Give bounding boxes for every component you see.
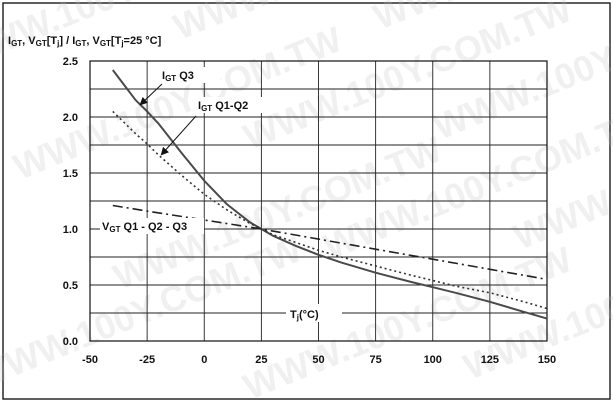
label-part: ] / I [59, 35, 75, 47]
label-part: I [8, 35, 11, 47]
arrow-igt-q3 [139, 83, 163, 106]
series-line-1 [112, 69, 548, 320]
x-tick-label: -25 [139, 354, 155, 366]
label-subscript: GT [11, 39, 22, 48]
y-tick-label: 2.5 [63, 56, 78, 68]
y-tick-label: 0.0 [63, 336, 78, 348]
label-background [160, 67, 220, 83]
label-part: [T [47, 35, 58, 47]
x-tick-label: 50 [312, 354, 324, 366]
series-lines [112, 69, 548, 320]
label-part: Q1-Q2 [212, 100, 248, 112]
label-background [286, 304, 342, 322]
y-axis-label: IGT, VGT[Tj] / IGT, VGT[Tj=25 °C] [8, 35, 162, 48]
y-tick-label: 2.0 [63, 112, 78, 124]
label-part: I [162, 70, 165, 82]
label-subscript: GT [100, 39, 111, 48]
label-part: =25 °C] [124, 35, 162, 47]
label-part: [T [111, 35, 122, 47]
label-subscript: GT [165, 74, 176, 83]
series-line-3 [112, 204, 548, 281]
y-tick-label: 0.5 [63, 280, 78, 292]
x-tick-label: 0 [201, 354, 207, 366]
label-background [196, 97, 268, 113]
label-part: Q1 - Q2 - Q3 [120, 221, 187, 233]
label-part: Q3 [176, 70, 194, 82]
series-label-igt-q3: IGT Q3 [162, 70, 194, 83]
series-label-igt-q1-q2: IGT Q1-Q2 [198, 100, 248, 113]
y-tick-label: 1.5 [63, 168, 78, 180]
label-part: , V [86, 35, 100, 47]
x-tick-label: 25 [255, 354, 267, 366]
series-label-vgt: VGT Q1 - Q2 - Q3 [102, 221, 187, 234]
label-subscript: GT [109, 225, 120, 234]
x-tick-label: 100 [424, 354, 442, 366]
label-part: I [198, 100, 201, 112]
label-subscript: GT [36, 39, 47, 48]
tick-labels: -50 -25 0 25 50 75 100 125 150 0.0 0.5 1.0 1.5 2.0 2.5 [63, 56, 556, 366]
x-tick-label: 150 [538, 354, 556, 366]
label-subscript: GT [201, 104, 212, 113]
x-tick-label: 75 [370, 354, 382, 366]
label-part: V [102, 221, 110, 233]
x-tick-label: -50 [82, 354, 98, 366]
label-subscript: j [120, 39, 123, 48]
label-part: T [290, 309, 297, 321]
label-part: , V [22, 35, 36, 47]
plot-area-border [89, 60, 548, 342]
label-background [100, 218, 204, 234]
series-line-2 [112, 110, 548, 310]
label-subscript: j [296, 313, 299, 322]
x-axis-label: Tj(°C) [290, 309, 319, 322]
label-part: (°C) [299, 309, 319, 321]
y-tick-label: 1.0 [63, 224, 78, 236]
x-tick-label: 125 [481, 354, 499, 366]
label-subscript: j [56, 39, 59, 48]
arrow-igt-q1-q2 [160, 115, 197, 156]
label-subscript: GT [75, 39, 86, 48]
